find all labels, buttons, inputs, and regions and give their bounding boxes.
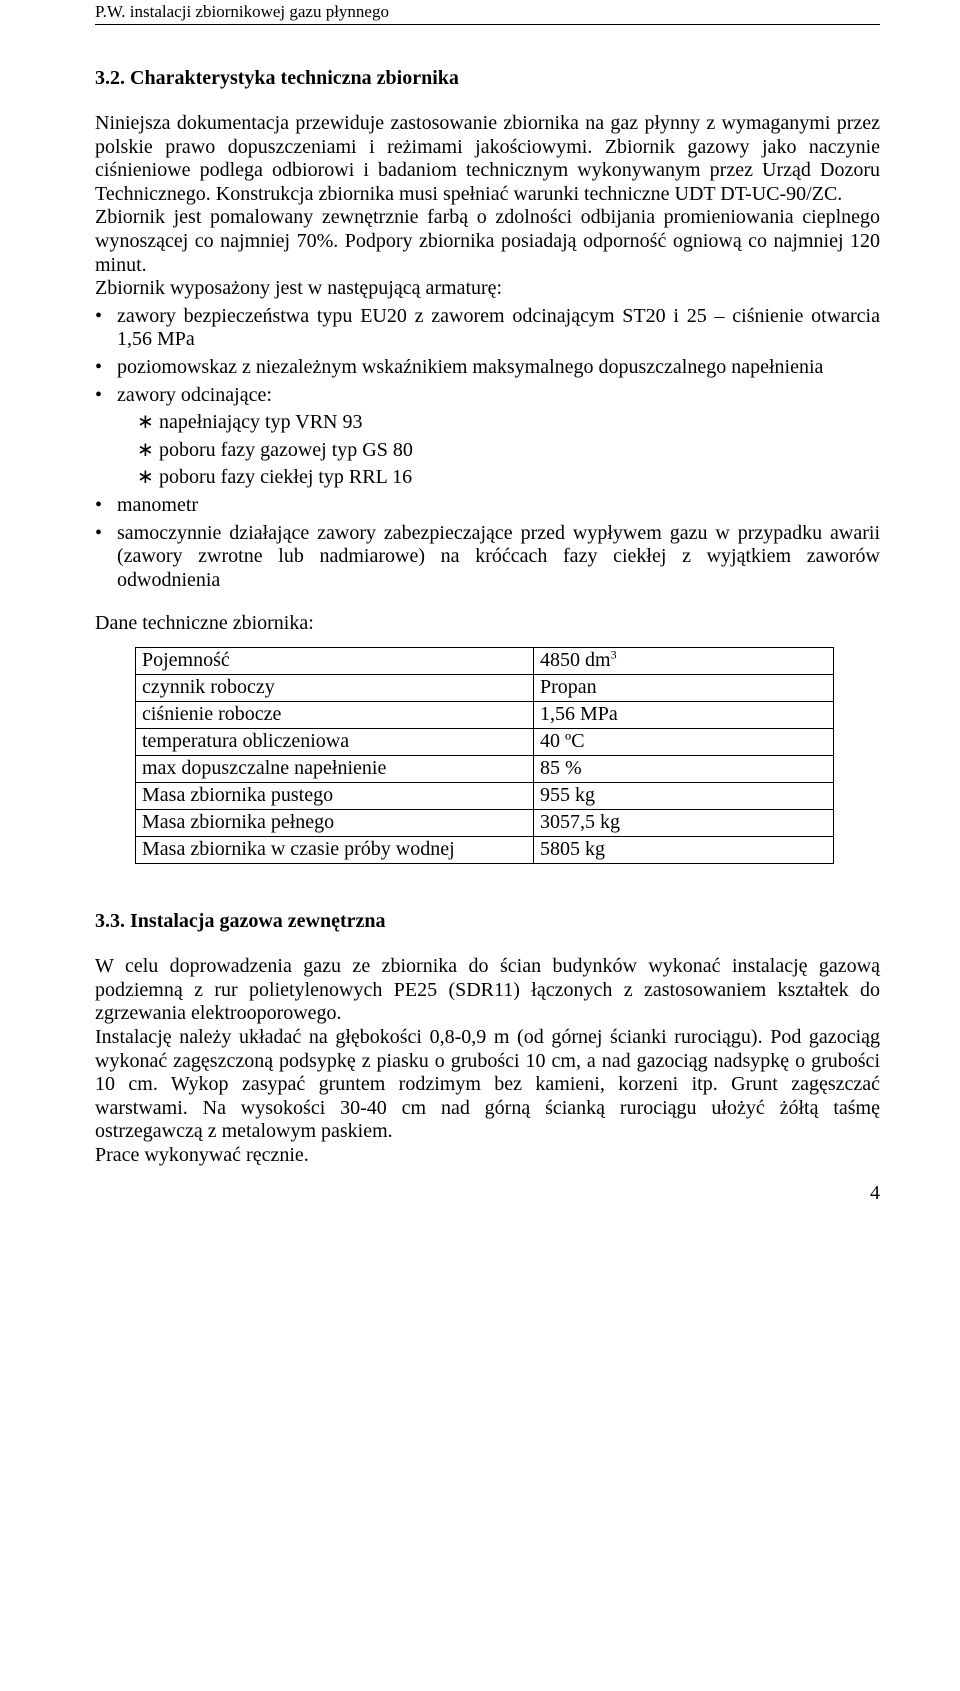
tech-data-table: Pojemność4850 dm3czynnik roboczyPropanci… xyxy=(135,647,834,864)
section-3-3-para-2: Instalację należy układać na głębokości … xyxy=(95,1026,880,1144)
table-cell-key: max dopuszczalne napełnienie xyxy=(136,756,534,783)
table-cell-value: Propan xyxy=(534,675,834,702)
table-row: temperatura obliczeniowa40 ºC xyxy=(136,729,834,756)
table-cell-value: 85 % xyxy=(534,756,834,783)
list-item: zawory odcinające: napełniający typ VRN … xyxy=(95,384,880,490)
table-cell-value: 1,56 MPa xyxy=(534,702,834,729)
list-item: zawory bezpieczeństwa typu EU20 z zawore… xyxy=(95,305,880,352)
table-row: czynnik roboczyPropan xyxy=(136,675,834,702)
section-3-3-para-3: Prace wykonywać ręcznie. xyxy=(95,1144,880,1168)
table-cell-key: temperatura obliczeniowa xyxy=(136,729,534,756)
table-cell-value: 40 ºC xyxy=(534,729,834,756)
table-cell-key: Masa zbiornika pustego xyxy=(136,783,534,810)
list-item: manometr xyxy=(95,494,880,518)
armature-list: zawory bezpieczeństwa typu EU20 z zawore… xyxy=(95,305,880,593)
page-number: 4 xyxy=(95,1182,880,1205)
sub-list-item: poboru fazy gazowej typ GS 80 xyxy=(137,439,880,463)
list-item: poziomowskaz z niezależnym wskaźnikiem m… xyxy=(95,356,880,380)
table-cell-value: 3057,5 kg xyxy=(534,810,834,837)
table-cell-value: 5805 kg xyxy=(534,837,834,864)
table-row: Masa zbiornika pustego955 kg xyxy=(136,783,834,810)
table-cell-value: 4850 dm3 xyxy=(534,648,834,675)
document-page: P.W. instalacji zbiornikowej gazu płynne… xyxy=(0,0,960,1245)
section-3-3-para-1: W celu doprowadzenia gazu ze zbiornika d… xyxy=(95,955,880,1026)
sub-list-item: napełniający typ VRN 93 xyxy=(137,411,880,435)
sub-list: napełniający typ VRN 93 poboru fazy gazo… xyxy=(137,411,880,490)
page-header: P.W. instalacji zbiornikowej gazu płynne… xyxy=(95,0,880,25)
table-row: Masa zbiornika pełnego3057,5 kg xyxy=(136,810,834,837)
table-cell-key: czynnik roboczy xyxy=(136,675,534,702)
table-row: Masa zbiornika w czasie próby wodnej5805… xyxy=(136,837,834,864)
table-cell-value: 955 kg xyxy=(534,783,834,810)
table-row: max dopuszczalne napełnienie85 % xyxy=(136,756,834,783)
section-3-2-para-2: Zbiornik jest pomalowany zewnętrznie far… xyxy=(95,206,880,277)
table-cell-key: ciśnienie robocze xyxy=(136,702,534,729)
section-3-2-para-1: Niniejsza dokumentacja przewiduje zastos… xyxy=(95,112,880,206)
table-cell-key: Masa zbiornika w czasie próby wodnej xyxy=(136,837,534,864)
section-3-2-title: 3.2. Charakterystyka techniczna zbiornik… xyxy=(95,67,880,90)
sub-list-item: poboru fazy ciekłej typ RRL 16 xyxy=(137,466,880,490)
table-cell-key: Pojemność xyxy=(136,648,534,675)
table-cell-key: Masa zbiornika pełnego xyxy=(136,810,534,837)
list-item: samoczynnie działające zawory zabezpiecz… xyxy=(95,522,880,593)
table-row: ciśnienie robocze1,56 MPa xyxy=(136,702,834,729)
table-row: Pojemność4850 dm3 xyxy=(136,648,834,675)
tech-data-label: Dane techniczne zbiornika: xyxy=(95,612,880,635)
section-3-3-title: 3.3. Instalacja gazowa zewnętrzna xyxy=(95,910,880,933)
armature-intro: Zbiornik wyposażony jest w następującą a… xyxy=(95,277,880,301)
list-item-text: zawory odcinające: xyxy=(117,384,272,406)
